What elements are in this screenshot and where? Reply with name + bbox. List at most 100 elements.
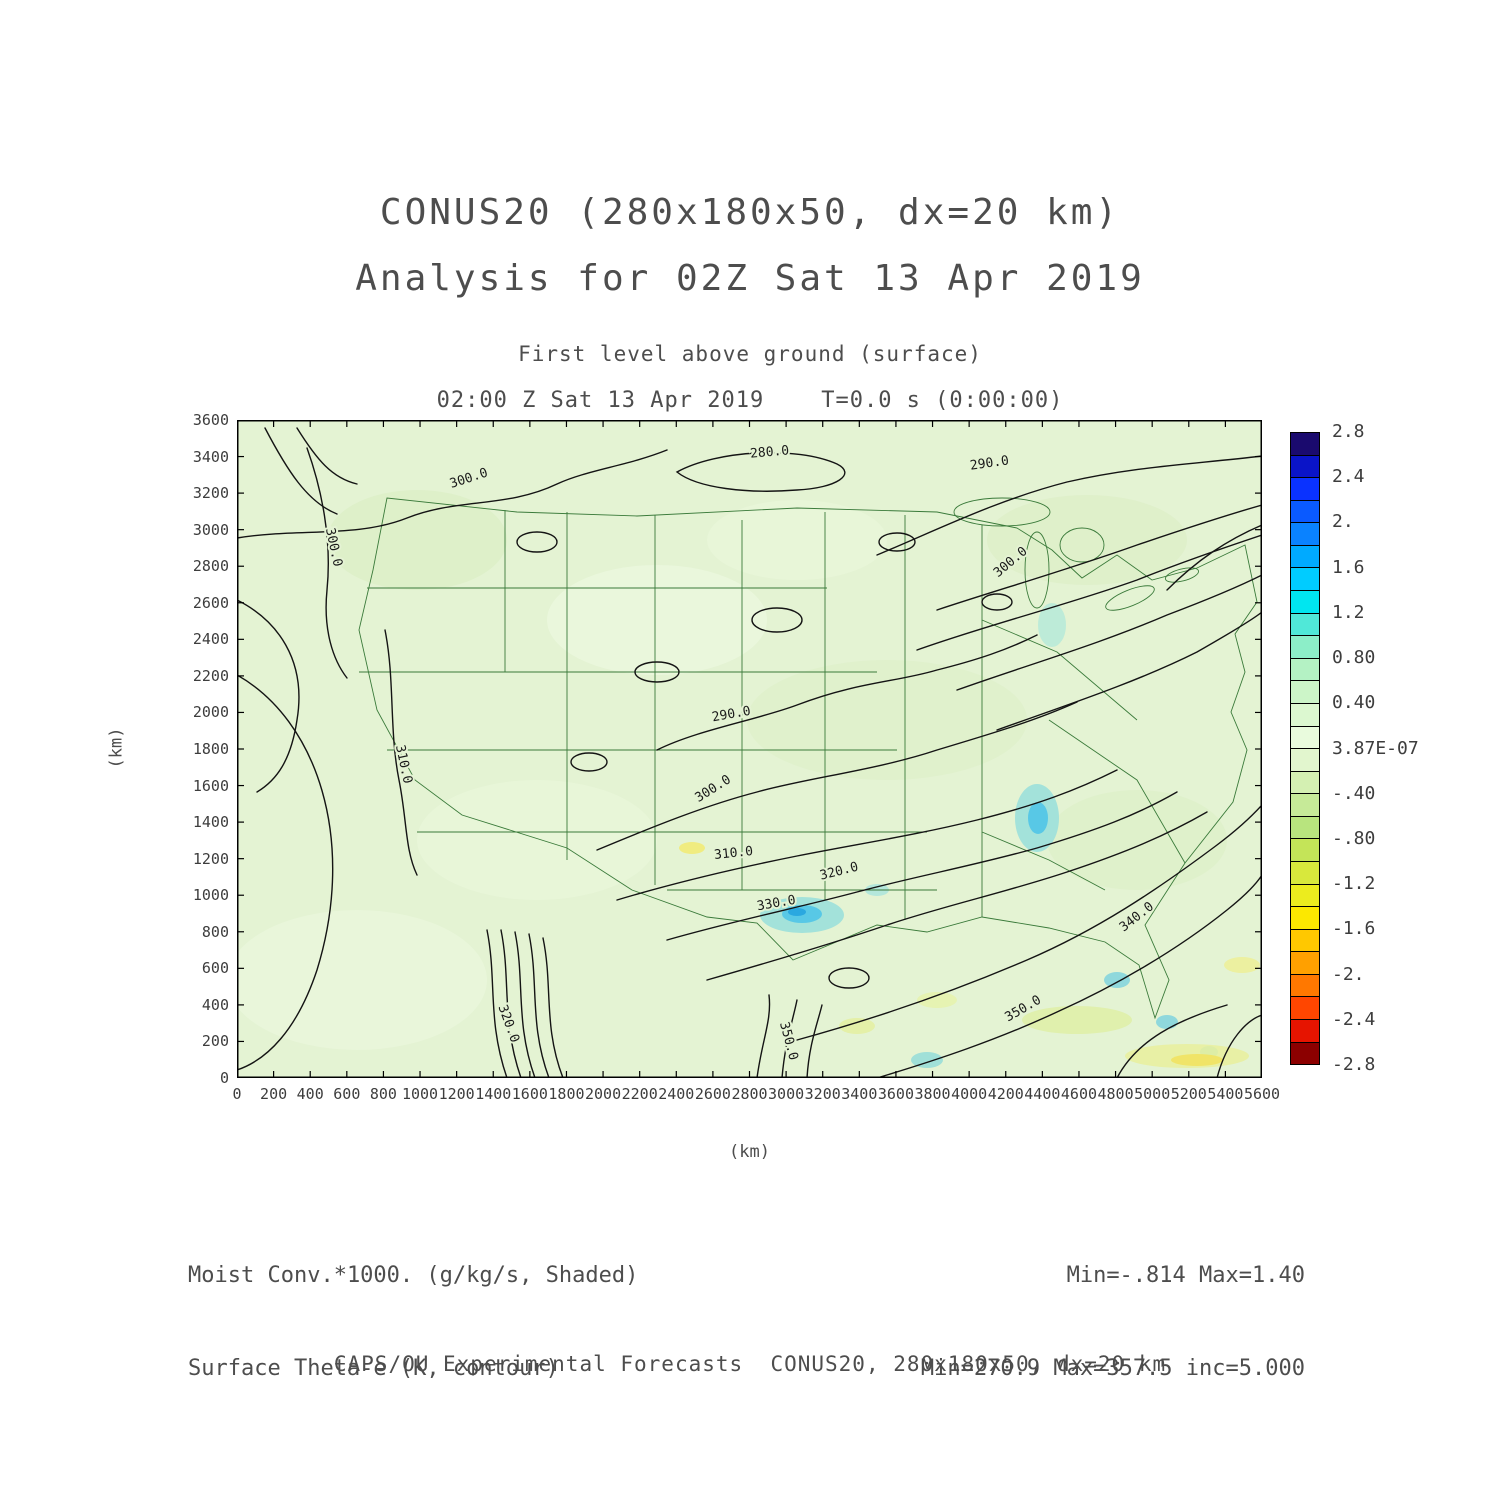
contour-label: 280.0 [750, 443, 790, 461]
colorbar-tick-label: 2.8 [1332, 421, 1365, 442]
colorbar-cell [1291, 681, 1319, 704]
y-tick-label: 3400 [192, 447, 229, 466]
x-tick-label: 4400 [1024, 1085, 1061, 1103]
colorbar-tick-label: 0.40 [1332, 692, 1376, 714]
shaded-field-stats: Min=-.814 Max=1.40 [1066, 1263, 1305, 1288]
y-tick-label: 1400 [192, 813, 229, 832]
contour-label: 310.0 [713, 844, 753, 863]
y-tick-label: 2400 [192, 630, 229, 649]
y-tick-label: 1600 [192, 776, 229, 795]
y-tick-label: 1200 [192, 849, 229, 868]
x-tick-label: 4800 [1097, 1085, 1134, 1103]
colorbar-cell [1291, 658, 1319, 682]
y-tick-label: 3600 [192, 411, 229, 429]
x-tick-label: 4600 [1060, 1085, 1098, 1103]
colorbar [1290, 432, 1320, 1065]
plot-frame [237, 420, 1262, 1078]
colorbar-tick-label: 3.87E-07 [1332, 737, 1419, 759]
colorbar-cell [1291, 703, 1319, 727]
y-tick-label: 3000 [192, 520, 229, 539]
stats-annotations: Min=-.814 Max=1.40 Min=270.9 Max=357.5 i… [0, 1198, 1305, 1446]
x-tick-label: 3200 [804, 1085, 841, 1103]
colorbar-cell [1291, 974, 1319, 998]
y-tick-label: 600 [201, 959, 229, 978]
colorbar-cell [1291, 636, 1319, 659]
colorbar-tick-label: -2.8 [1332, 1054, 1376, 1075]
y-tick-label: 1800 [192, 740, 229, 758]
colorbar-cell [1291, 1042, 1319, 1065]
x-tick-label: 1000 [401, 1085, 439, 1103]
x-tick-label: 5600 [1243, 1085, 1281, 1103]
x-tick-label: 3000 [768, 1085, 805, 1103]
x-tick-label: 4200 [987, 1085, 1024, 1103]
y-axis-label: (km) [106, 727, 127, 769]
x-tick-label: 5000 [1134, 1085, 1171, 1103]
colorbar-cell [1291, 771, 1319, 795]
valid-time-subtitle: 02:00 Z Sat 13 Apr 2019 T=0.0 s (0:00:00… [436, 388, 1064, 413]
x-tick-label: 800 [369, 1085, 397, 1103]
colorbar-tick-label: -2. [1332, 963, 1365, 985]
x-tick-label: 2600 [694, 1085, 731, 1103]
colorbar-cell [1291, 816, 1319, 840]
y-tick-label: 2000 [192, 703, 229, 722]
x-tick-label: 0 [232, 1085, 242, 1103]
x-tick-label: 5200 [1170, 1085, 1207, 1103]
page-title: CONUS20 (280x180x50, dx=20 km) [379, 192, 1121, 233]
x-tick-label: 3800 [914, 1085, 951, 1103]
y-tick-label: 200 [201, 1032, 229, 1051]
x-tick-label: 1200 [438, 1085, 475, 1103]
level-subtitle: First level above ground (surface) [518, 342, 982, 366]
colorbar-tick-label: -1.6 [1332, 918, 1376, 940]
x-tick-label: 2000 [585, 1085, 622, 1103]
y-tick-label: 2800 [192, 557, 229, 576]
colorbar-cell [1291, 839, 1319, 862]
y-tick-label: 1000 [192, 886, 229, 905]
colorbar-labels: 2.8 2.4 2. 1.6 1.2 0.80 0.40 3.87E-07 -.40 -.80 -1… [1332, 423, 1442, 1074]
colorbar-cell [1291, 433, 1319, 456]
y-tick-label: 2600 [192, 593, 229, 612]
colorbar-cell [1291, 952, 1319, 975]
x-tick-label: 1800 [548, 1085, 585, 1103]
colorbar-tick-label: 1.6 [1332, 556, 1365, 578]
colorbar-cell [1291, 568, 1319, 592]
colorbar-tick-label: -1.2 [1332, 873, 1376, 895]
y-tick-label: 0 [219, 1069, 229, 1087]
colorbar-cell [1291, 794, 1319, 817]
x-tick-label: 200 [260, 1085, 288, 1103]
x-axis-label: (km) [729, 1142, 770, 1162]
colorbar-tick-label: 2. [1332, 511, 1354, 533]
x-tick-label: 3400 [841, 1085, 878, 1103]
colorbar-cell [1291, 523, 1319, 546]
x-tick-label: 2200 [621, 1085, 658, 1103]
y-tick-label: 3200 [192, 484, 229, 503]
contour-field-stats: Min=270.9 Max=357.5 inc=5.000 [920, 1356, 1305, 1381]
x-tick-label: 5400 [1207, 1085, 1244, 1103]
colorbar-cell [1291, 545, 1319, 569]
colorbar-cell [1291, 1020, 1319, 1043]
x-tick-label: 4000 [951, 1085, 988, 1103]
colorbar-cell [1291, 929, 1319, 953]
y-tick-label: 800 [201, 922, 229, 941]
x-tick-label: 3600 [877, 1085, 914, 1103]
colorbar-cell [1291, 749, 1319, 772]
colorbar-cell [1291, 478, 1319, 501]
colorbar-cell [1291, 500, 1319, 524]
colorbar-cell [1291, 455, 1319, 479]
colorbar-cell [1291, 884, 1319, 908]
shaded-field-annotation: Moist Conv.*1000. (g/kg/s, Shaded) [188, 1263, 639, 1288]
x-tick-label: 600 [333, 1085, 361, 1103]
colorbar-tick-label: 1.2 [1332, 601, 1365, 623]
colorbar-cell [1291, 861, 1319, 885]
contour-layer [237, 427, 1262, 1078]
x-tick-label: 2400 [658, 1085, 695, 1103]
colorbar-cell [1291, 997, 1319, 1021]
colorbar-tick-label: 2.4 [1332, 466, 1365, 488]
state-borders-layer [358, 497, 1258, 1020]
y-tick-label: 2200 [192, 666, 229, 685]
colorbar-tick-label: -.80 [1332, 827, 1376, 849]
colorbar-tick-label: -.40 [1332, 782, 1376, 804]
contour-field-annotation: Surface Theta-e (K, contour) [188, 1356, 559, 1381]
colorbar-tick-label: -2.4 [1332, 1008, 1376, 1030]
shading-layer [237, 420, 1262, 1078]
